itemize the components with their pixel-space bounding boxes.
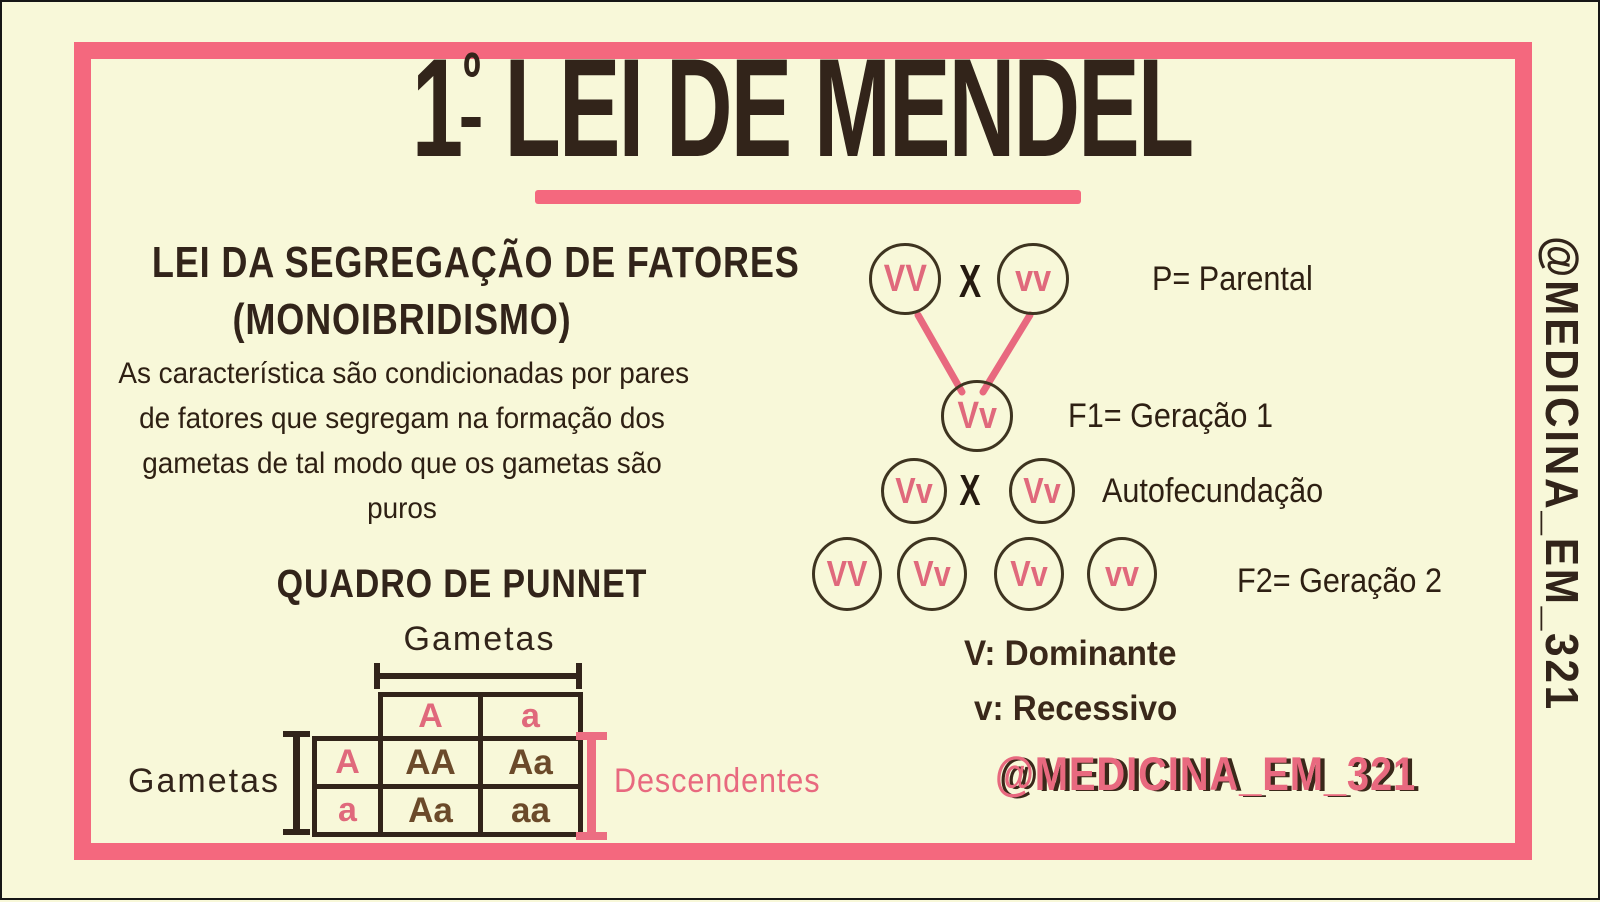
title-main: LEI DE MENDEL (504, 29, 1194, 186)
punnett-top-label: Gametas (403, 620, 556, 658)
p-right-genotype-circle: vv (997, 243, 1069, 315)
law-description-line: gametas de tal modo que os gametas são (142, 447, 662, 480)
genotype-text: Vv (957, 394, 997, 437)
legend-dominant: V: Dominante (964, 634, 1177, 673)
p-left-genotype-circle: VV (869, 243, 941, 315)
punnett-row-header: A (312, 736, 383, 789)
punnett-row-header: a (312, 784, 383, 837)
punnett-right-label: Descendentes (614, 762, 821, 800)
genotype-text: Vv (1023, 470, 1061, 511)
punnett-corner-cell (314, 694, 383, 741)
title-underline (535, 190, 1081, 204)
legend-recessive: v: Recessivo (974, 689, 1178, 728)
pink-border-frame (74, 42, 1532, 860)
genotype-text: Vv (1010, 553, 1048, 594)
law-description: As característica são condicionadas por … (118, 351, 690, 531)
punnett-left-label: Gametas (128, 762, 280, 800)
punnett-top-bracket (374, 663, 582, 689)
page-title: 1º LEI DE MENDEL (340, 38, 1264, 178)
p-generation-label: P= Parental (1152, 260, 1313, 298)
punnett-cell: Aa (378, 784, 483, 837)
genotype-text: VV (883, 257, 927, 300)
section-heading-line2: (MONOIBRIDISMO) (232, 295, 572, 344)
punnett-title: QUADRO DE PUNNET (276, 562, 648, 606)
section-heading-line1: LEI DA SEGREGAÇÃO DE FATORES (151, 238, 800, 287)
punnett-col-header: a (478, 692, 583, 741)
f2-genotype-circle: vv (1087, 537, 1157, 611)
punnett-cell: Aa (478, 736, 583, 789)
f1-cross-right-circle: Vv (1009, 458, 1075, 524)
punnett-cell: aa (478, 784, 583, 837)
genotype-text: vv (1104, 553, 1140, 594)
f1-cross-left-circle: Vv (881, 458, 947, 524)
watermark-handle-vertical: @MEDICINA_EM_321 (1536, 236, 1588, 712)
genotype-text: VV (826, 553, 868, 594)
f1-generation-label: F1= Geração 1 (1068, 397, 1273, 435)
f2-generation-label: F2= Geração 2 (1237, 562, 1442, 600)
punnett-cell: AA (378, 736, 483, 789)
genotype-text: Vv (913, 553, 951, 594)
punnett-left-bracket (283, 731, 310, 835)
p-cross-symbol: X (958, 255, 982, 307)
title-ordinal: º (461, 42, 481, 127)
f1-genotype-circle: Vv (941, 380, 1013, 452)
law-description-line: As característica são condicionadas por … (118, 357, 690, 390)
f1-cross-symbol: X (959, 466, 981, 515)
genotype-text: vv (1015, 257, 1051, 300)
punnett-right-bracket (576, 732, 607, 840)
watermark-handle: @MEDICINA_EM_321 (995, 747, 1417, 800)
genotype-text: Vv (895, 470, 933, 511)
autofecundacao-label: Autofecundação (1102, 472, 1324, 510)
f2-genotype-circle: VV (812, 537, 882, 611)
punnett-table: A a A AA Aa a Aa aa (312, 692, 583, 837)
title-number: 1 (411, 29, 463, 186)
law-description-line: de fatores que segregam na formação dos (139, 402, 665, 435)
f2-genotype-circle: Vv (994, 537, 1064, 611)
law-description-line: puros (367, 492, 437, 525)
punnett-col-header: A (378, 692, 483, 741)
f2-genotype-circle: Vv (897, 537, 967, 611)
